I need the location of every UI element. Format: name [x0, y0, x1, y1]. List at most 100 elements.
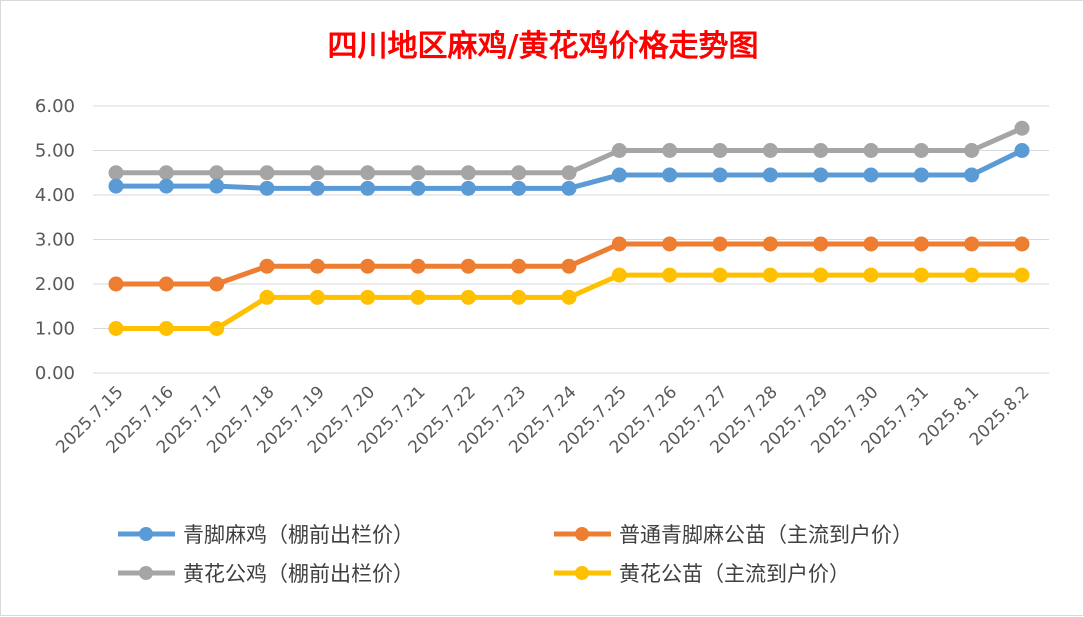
data-point: [309, 180, 325, 196]
data-point: [460, 180, 476, 196]
data-point: [611, 143, 627, 158]
data-point: [158, 321, 174, 336]
data-point: [964, 267, 980, 283]
data-point: [913, 236, 929, 252]
legend-label: 黄花公鸡（棚前出栏价）: [183, 562, 414, 586]
data-point: [309, 258, 325, 274]
data-point: [611, 167, 627, 183]
y-tick-label: 5.00: [35, 141, 75, 162]
data-point: [863, 236, 879, 252]
legend-label: 普通青脚麻公苗（主流到户价）: [619, 523, 913, 547]
legend-item: 黄花公鸡（棚前出栏价）: [118, 562, 414, 586]
data-point: [662, 167, 678, 183]
legend-marker: [139, 566, 153, 580]
data-point: [762, 267, 778, 283]
y-tick-label: 6.00: [35, 96, 75, 117]
data-point: [511, 180, 527, 196]
legend-marker: [139, 527, 153, 541]
data-point: [209, 178, 225, 194]
data-point: [410, 258, 426, 274]
data-point: [813, 143, 829, 158]
data-point: [762, 236, 778, 252]
legend: 青脚麻鸡（棚前出栏价） 普通青脚麻公苗（主流到户价） 黄花公鸡（棚前出栏价） 黄花公苗…: [118, 523, 913, 586]
data-point: [762, 143, 778, 158]
data-point: [108, 165, 124, 181]
data-point: [511, 258, 527, 274]
data-point: [662, 236, 678, 252]
legend-label: 黄花公苗（主流到户价）: [619, 562, 850, 586]
legend-item: 普通青脚麻公苗（主流到户价）: [554, 523, 913, 547]
data-point: [561, 165, 577, 181]
data-point: [108, 321, 124, 336]
data-point: [913, 167, 929, 183]
legend-item: 黄花公苗（主流到户价）: [554, 562, 850, 586]
data-point: [813, 167, 829, 183]
data-point: [108, 276, 124, 292]
legend-marker: [575, 566, 589, 580]
plot-area: [108, 120, 1030, 336]
data-point: [511, 289, 527, 305]
data-point: [259, 289, 275, 305]
data-point: [662, 267, 678, 283]
data-point: [360, 289, 376, 305]
data-point: [1014, 236, 1030, 252]
chart-title: 四川地区麻鸡/黄花鸡价格走势图: [328, 29, 759, 64]
data-point: [158, 276, 174, 292]
y-tick-label: 0.00: [35, 363, 75, 384]
data-point: [611, 236, 627, 252]
data-point: [561, 258, 577, 274]
data-point: [964, 143, 980, 158]
data-point: [662, 143, 678, 158]
data-point: [108, 178, 124, 194]
data-point: [209, 276, 225, 292]
data-point: [1014, 143, 1030, 158]
data-point: [259, 180, 275, 196]
x-axis: 2025.7.152025.7.162025.7.172025.7.182025…: [52, 382, 1033, 457]
data-point: [209, 165, 225, 181]
data-point: [964, 236, 980, 252]
legend-label: 青脚麻鸡（棚前出栏价）: [183, 523, 414, 547]
data-point: [1014, 267, 1030, 283]
y-axis: 0.00 1.00 2.00 3.00 4.00 5.00 6.00: [35, 96, 75, 384]
data-point: [762, 167, 778, 183]
data-point: [561, 180, 577, 196]
data-point: [360, 258, 376, 274]
data-point: [913, 267, 929, 283]
data-point: [511, 165, 527, 181]
data-point: [410, 180, 426, 196]
data-point: [964, 167, 980, 183]
legend-item: 青脚麻鸡（棚前出栏价）: [118, 523, 414, 547]
data-point: [913, 143, 929, 158]
data-point: [309, 289, 325, 305]
data-point: [1014, 120, 1030, 136]
y-tick-label: 3.00: [35, 230, 75, 251]
legend-marker: [575, 527, 589, 541]
data-point: [259, 165, 275, 181]
gridlines: [93, 105, 1049, 374]
data-point: [712, 236, 728, 252]
data-point: [813, 236, 829, 252]
data-point: [712, 167, 728, 183]
data-point: [360, 165, 376, 181]
data-point: [863, 143, 879, 158]
y-tick-label: 2.00: [35, 274, 75, 295]
data-point: [360, 180, 376, 196]
data-point: [410, 165, 426, 181]
data-point: [813, 267, 829, 283]
data-point: [158, 178, 174, 194]
data-point: [460, 258, 476, 274]
data-point: [611, 267, 627, 283]
data-point: [460, 289, 476, 305]
data-point: [712, 143, 728, 158]
y-tick-label: 1.00: [35, 319, 75, 340]
data-point: [460, 165, 476, 181]
data-point: [863, 267, 879, 283]
data-point: [209, 321, 225, 336]
data-point: [712, 267, 728, 283]
data-point: [410, 289, 426, 305]
data-point: [863, 167, 879, 183]
data-point: [259, 258, 275, 274]
data-point: [309, 165, 325, 181]
